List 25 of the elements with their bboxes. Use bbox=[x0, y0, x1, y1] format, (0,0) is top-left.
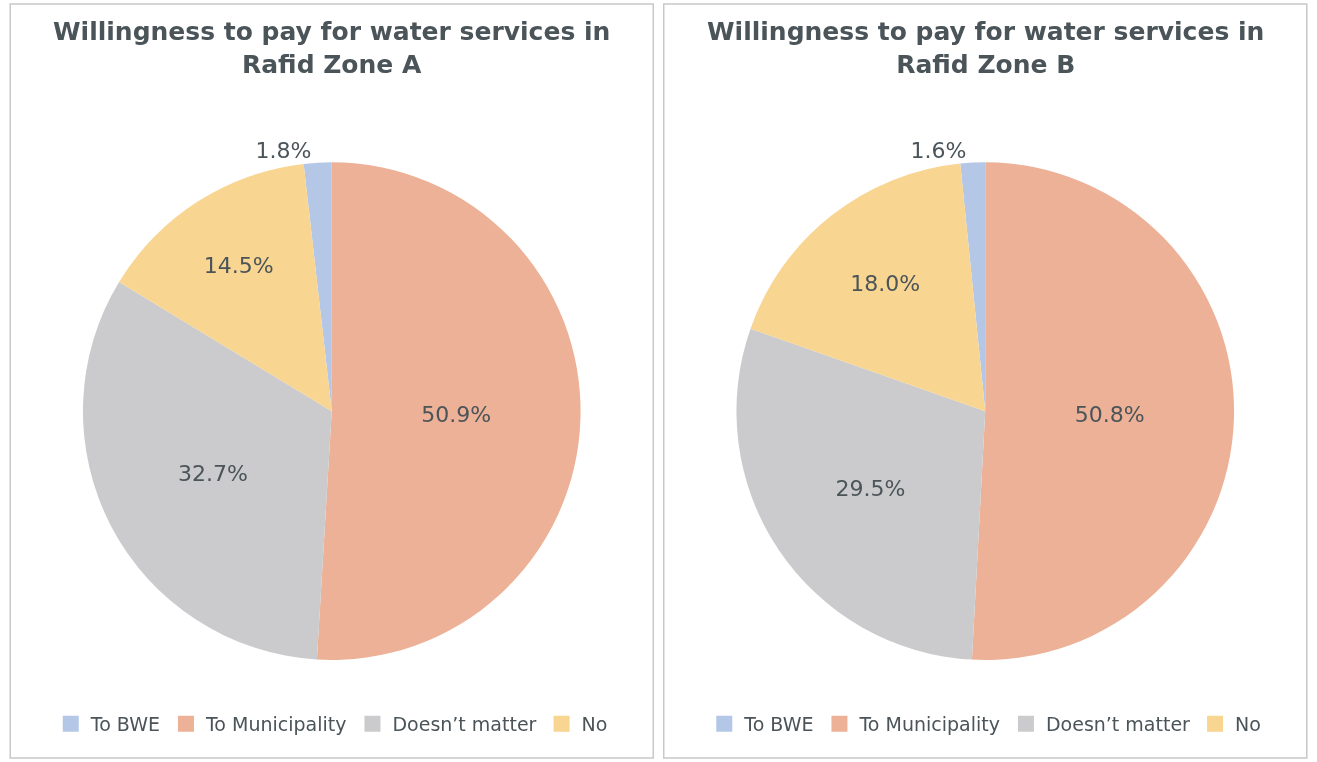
data-label: 18.0% bbox=[850, 271, 921, 297]
legend-label: To Municipality bbox=[858, 713, 1000, 736]
legend-label: To Municipality bbox=[204, 713, 347, 736]
data-label: 50.8% bbox=[1074, 401, 1145, 427]
legend-label: To BWE bbox=[743, 713, 814, 736]
chart-title: Willingness to pay for water services in Rafid Zone B bbox=[707, 17, 1265, 79]
legend-label: Doesn’t matter bbox=[1045, 713, 1191, 736]
pie-slice bbox=[119, 163, 332, 412]
data-label: 29.5% bbox=[835, 475, 906, 501]
legend-label: No bbox=[1235, 713, 1261, 736]
data-label: 1.6% bbox=[910, 137, 967, 163]
chart-title: Willingness to pay for water services in Rafid Zone A bbox=[53, 17, 611, 79]
data-label: 50.9% bbox=[421, 402, 492, 428]
pie-slice bbox=[736, 328, 986, 660]
data-label: 32.7% bbox=[178, 460, 248, 486]
legend-label: Doesn’t matter bbox=[392, 713, 537, 736]
data-label: 14.5% bbox=[203, 253, 274, 279]
legend-label: No bbox=[581, 713, 608, 736]
pie-slice bbox=[316, 162, 581, 660]
data-label: 1.8% bbox=[255, 137, 312, 163]
pie-slice bbox=[303, 162, 332, 412]
legend-label: To BWE bbox=[89, 713, 160, 736]
pie-slice bbox=[750, 163, 986, 412]
pie-slice bbox=[971, 162, 1234, 660]
pie-slice bbox=[83, 282, 332, 660]
